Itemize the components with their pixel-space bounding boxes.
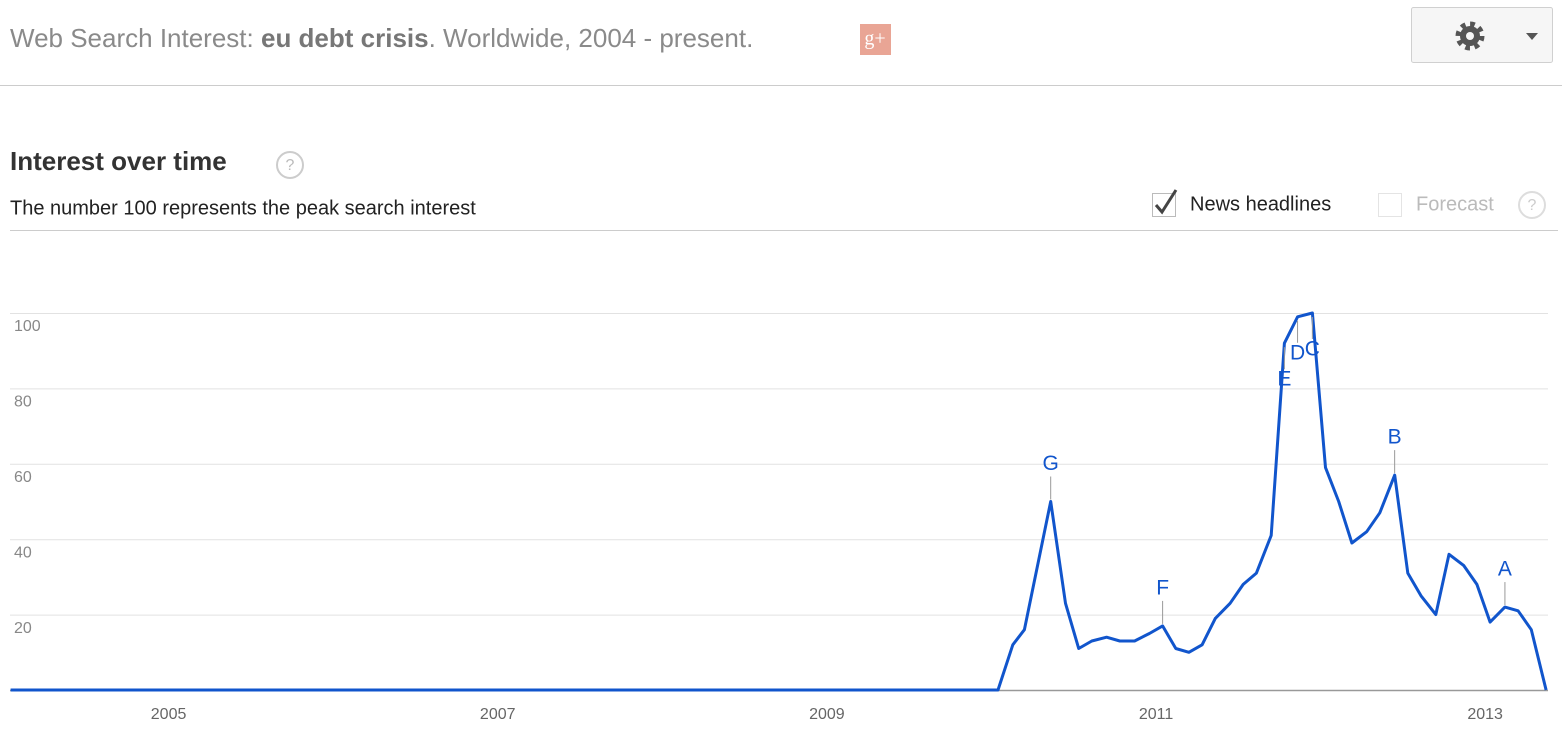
- annotation-letter[interactable]: E: [1277, 368, 1291, 391]
- x-tick-label: 2005: [151, 706, 187, 723]
- share-button[interactable]: g+: [860, 24, 891, 55]
- y-tick-label: 40: [14, 544, 32, 561]
- series-line: [10, 311, 1548, 692]
- news-annotation[interactable]: C: [1305, 317, 1320, 361]
- chart-options: News headlines Forecast: [1152, 189, 1494, 217]
- x-tick-label: 2011: [1139, 706, 1174, 723]
- news-annotation[interactable]: A: [1498, 558, 1512, 606]
- y-tick-label: 80: [14, 394, 32, 411]
- option-label[interactable]: News headlines: [1190, 193, 1331, 215]
- x-tick-label: 2009: [809, 706, 845, 723]
- annotation-letter[interactable]: G: [1043, 452, 1059, 475]
- annotation-letter[interactable]: C: [1305, 338, 1320, 361]
- page-header: Web Search Interest: eu debt crisis. Wor…: [10, 23, 753, 53]
- share-icon[interactable]: g+: [864, 28, 885, 50]
- y-tick-label: 20: [14, 620, 32, 637]
- help-mark[interactable]: ?: [1528, 197, 1537, 214]
- x-tick-label: 2013: [1467, 706, 1503, 723]
- share-icon-bg[interactable]: [860, 24, 891, 55]
- header-suffix: . Worldwide, 2004 - present.: [429, 23, 754, 53]
- news-annotation[interactable]: G: [1043, 452, 1059, 500]
- section-subtitle: The number 100 represents the peak searc…: [10, 197, 476, 219]
- help-circle[interactable]: [276, 151, 304, 179]
- help-circle[interactable]: [1518, 191, 1546, 219]
- settings-button[interactable]: [1411, 7, 1553, 63]
- help-icon[interactable]: ?: [276, 151, 304, 179]
- search-term: eu debt crisis: [261, 23, 429, 53]
- y-tick-label: 60: [14, 469, 32, 486]
- section-title: Interest over time: [10, 146, 227, 176]
- checkmark[interactable]: [1154, 189, 1178, 215]
- option-label[interactable]: Forecast: [1416, 193, 1494, 215]
- help-mark[interactable]: ?: [286, 157, 295, 174]
- checkbox[interactable]: [1378, 193, 1402, 217]
- annotation-letter[interactable]: D: [1290, 341, 1305, 364]
- news-annotation[interactable]: D: [1290, 320, 1305, 365]
- forecast-help[interactable]: ?: [1518, 191, 1546, 219]
- settings-box[interactable]: [1411, 7, 1553, 63]
- news-annotation[interactable]: F: [1156, 576, 1169, 624]
- annotation-letter[interactable]: F: [1156, 576, 1169, 599]
- gear-hole[interactable]: [1466, 32, 1474, 40]
- gear-teeth[interactable]: [1455, 21, 1485, 51]
- news-annotation[interactable]: B: [1388, 426, 1402, 474]
- news-annotation[interactable]: E: [1277, 347, 1291, 391]
- annotation-letter[interactable]: B: [1388, 426, 1402, 449]
- dropdown-arrow[interactable]: [1526, 33, 1538, 40]
- chart: 20 40 60 80 100 2005 2007 2009 2011 2013 A B CDE F G: [10, 311, 1548, 723]
- y-tick-label: 100: [14, 318, 41, 335]
- x-tick-label: 2007: [480, 706, 516, 723]
- annotation-letter[interactable]: A: [1498, 558, 1512, 581]
- header-prefix: Web Search Interest:: [10, 23, 261, 53]
